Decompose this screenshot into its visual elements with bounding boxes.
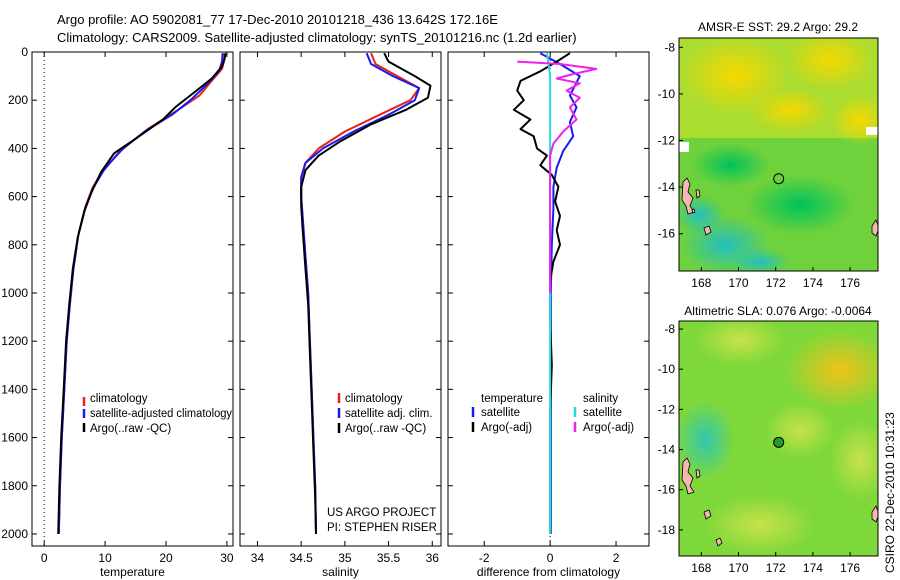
map-x-tick-label: 176	[840, 276, 860, 290]
sla-map-axes: 168 170 172 174 176 -8 -10 -12 -14 -16 -18	[658, 320, 879, 575]
map-y-tick-label: -18	[658, 523, 676, 537]
temperature-legend: climatology satellite-adjusted climatolo…	[82, 393, 232, 435]
x-tick-label: 10	[98, 551, 112, 565]
title-line-1: Argo profile: AO 5902081_77 17-Dec-2010 …	[57, 12, 498, 27]
legend-label-satellite: satellite-adjusted climatology	[90, 408, 232, 420]
map-y-tick-label: -10	[658, 87, 676, 101]
salinity-legend: climatology satellite adj. clim. Argo(..…	[337, 393, 433, 435]
project-note: US ARGO PROJECT	[327, 507, 436, 519]
series-line-argo-raw-qc	[57, 53, 227, 535]
plot-frame	[447, 51, 650, 547]
difference-legend: temperature satellite Argo(-adj) salinit…	[471, 393, 634, 434]
map-y-tick-label: -12	[658, 134, 676, 148]
map-x-tick-label: 174	[803, 561, 823, 575]
map-y-tick-label: -14	[658, 180, 676, 194]
plot-frame	[239, 51, 442, 547]
footer-credit: CSIRO 22-Dec-2010 10:31:23	[883, 412, 897, 573]
legend-label-climatology: climatology	[345, 393, 403, 405]
y-tick-label: 600	[8, 190, 28, 204]
x-tick-label: 35	[338, 551, 352, 565]
sst-map-field	[679, 38, 878, 271]
series-line-salinity-argo-adj	[517, 60, 598, 293]
sst-map-title: AMSR-E SST: 29.2 Argo: 29.2	[698, 20, 858, 34]
legend-label-temperature-satellite: satellite	[481, 407, 520, 419]
title-line-2: Climatology: CARS2009. Satellite-adjuste…	[57, 30, 577, 45]
y-tick-label: 1400	[1, 382, 28, 396]
legend-label-climatology: climatology	[90, 393, 148, 405]
map-x-tick-label: 170	[728, 276, 748, 290]
plot-frame	[31, 51, 234, 547]
sla-map-title: Altimetric SLA: 0.076 Argo: -0.0064	[684, 304, 872, 318]
x-axis-label: difference from climatology	[477, 565, 620, 579]
map-y-tick-label: -16	[658, 483, 676, 497]
x-tick-label: 34.5	[289, 551, 313, 565]
temperature-profile-panel: 0 10 20 30 0 200 400 600 800 1000 1200 1400 1600 1800…	[1, 45, 234, 579]
sla-map-field	[679, 321, 878, 556]
y-tick-label: 2000	[1, 527, 28, 541]
legend-label-argo: Argo(..raw -QC)	[90, 423, 171, 435]
y-tick-label: 1200	[1, 334, 28, 348]
x-tick-label: 20	[159, 551, 173, 565]
x-tick-label: 34	[251, 551, 265, 565]
x-tick-label: 2	[613, 551, 620, 565]
x-tick-label: -2	[479, 551, 490, 565]
y-tick-label: 0	[21, 45, 28, 59]
x-tick-label: 30	[220, 551, 234, 565]
y-tick-label: 1800	[1, 479, 28, 493]
map-frame	[678, 37, 879, 272]
x-axis-label: temperature	[100, 565, 165, 579]
map-x-tick-label: 172	[766, 276, 786, 290]
x-tick-label: 0	[547, 551, 554, 565]
legend-label-salinity-argo: Argo(-adj)	[583, 422, 634, 434]
pi-note: PI: STEPHEN RISER	[327, 522, 437, 534]
argo-position-marker	[773, 173, 785, 185]
map-x-tick-label: 174	[803, 276, 823, 290]
y-tick-label: 800	[8, 238, 28, 252]
map-x-tick-label: 168	[691, 276, 711, 290]
argo-position-marker	[773, 436, 785, 448]
map-x-tick-label: 170	[728, 561, 748, 575]
legend-label-temperature-argo: Argo(-adj)	[481, 422, 532, 434]
legend-label-argo: Argo(..raw -QC)	[345, 423, 426, 435]
y-tick-label: 1000	[1, 286, 28, 300]
map-y-tick-label: -14	[658, 443, 676, 457]
map-y-tick-label: -12	[658, 402, 676, 416]
x-axis-label: salinity	[322, 565, 359, 579]
map-x-tick-label: 168	[691, 561, 711, 575]
x-tick-label: 36	[426, 551, 440, 565]
legend-label-salinity-satellite: satellite	[583, 407, 622, 419]
legend-label-satellite: satellite adj. clim.	[345, 408, 433, 420]
map-y-tick-label: -8	[664, 322, 675, 336]
y-tick-label: 1600	[1, 431, 28, 445]
sst-map-axes: 168 170 172 174 176 -8 -10 -12 -14 -16	[658, 37, 879, 290]
legend-heading-temperature: temperature	[481, 393, 543, 405]
map-y-tick-label: -8	[664, 40, 675, 54]
map-x-tick-label: 172	[766, 561, 786, 575]
map-y-tick-label: -16	[658, 227, 676, 241]
x-tick-label: 0	[41, 551, 48, 565]
map-y-tick-label: -10	[658, 362, 676, 376]
x-tick-label: 35.5	[377, 551, 401, 565]
series-line-argo-raw-qc	[300, 52, 432, 535]
salinity-profile-panel: 34 34.5 35 35.5 36 salinity	[239, 51, 442, 579]
y-tick-label: 200	[8, 93, 28, 107]
map-frame	[678, 320, 879, 557]
legend-heading-salinity: salinity	[583, 393, 618, 405]
y-tick-label: 400	[8, 141, 28, 155]
map-x-tick-label: 176	[840, 561, 860, 575]
